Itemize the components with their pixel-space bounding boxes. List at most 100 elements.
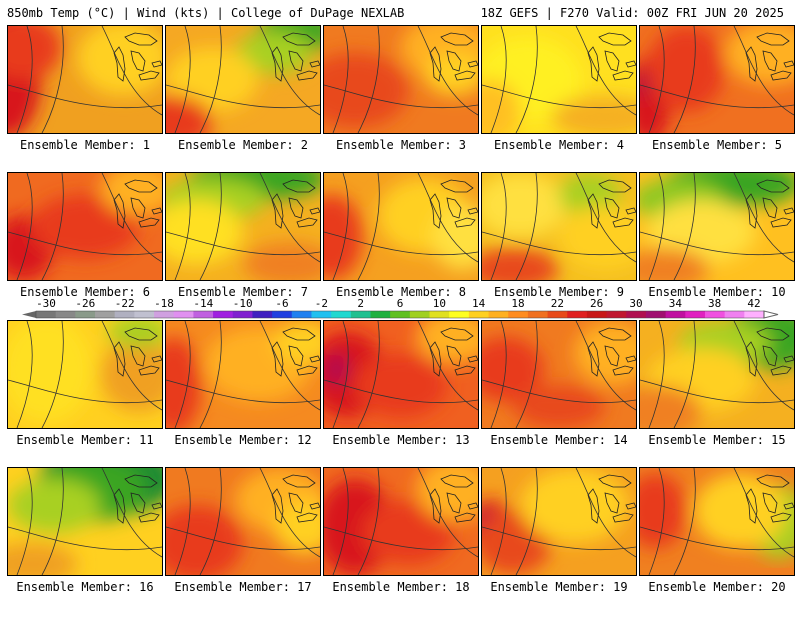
height-contour [101,26,162,116]
height-contour [575,321,636,411]
ensemble-member-label: Ensemble Member: 6 [19,285,151,299]
colorbar-swatch [567,311,588,318]
height-contour [199,173,222,280]
panel-border [481,25,637,134]
colorbar-swatch [154,311,175,318]
height-contour [673,26,696,133]
height-contour [648,26,665,133]
temperature-map [639,467,795,576]
great-lakes-outline [587,327,636,377]
height-contour [259,468,320,558]
height-contour [490,173,507,280]
ensemble-member-panel: Ensemble Member: 11 [7,320,163,477]
panel-border [165,172,321,281]
colorbar-swatch [547,311,568,318]
colorbar-swatch [626,311,647,318]
height-contour [41,173,64,280]
height-contour [673,173,696,280]
colorbar-swatch [114,311,135,318]
height-contour [357,173,380,280]
temperature-region [362,500,455,565]
great-lakes-outline [113,474,162,524]
colorbar-tick-label: 30 [629,297,643,310]
panel-border [481,172,637,281]
height-contour [417,173,478,263]
height-contour [174,468,191,575]
height-contour [199,468,222,575]
ensemble-member-label: Ensemble Member: 8 [335,285,467,299]
ensemble-member-label: Ensemble Member: 7 [177,285,309,299]
colorbar-swatch [95,311,116,318]
great-lakes-outline [429,179,478,229]
temperature-colorbar: -30 -26 -22 -18 -14 -10 -6 -2 2 6 10 14 18 22 26 30 34 38… [10,297,790,321]
ensemble-member-panel: Ensemble Member: 10 [639,172,795,329]
height-contour [490,468,507,575]
colorbar-swatch [586,311,608,318]
panel-border [7,25,163,134]
temperature-region [640,72,651,98]
ensemble-member-label: Ensemble Member: 15 [648,433,786,447]
height-contour [41,26,64,133]
colorbar-tick-label: -6 [275,297,289,310]
colorbar-tick-label: 18 [511,297,525,310]
height-contour [640,84,794,109]
ensemble-member-panel: Ensemble Member: 4 [481,25,637,182]
colorbar-right-arrow [763,310,779,319]
colorbar-swatch [36,311,57,318]
temperature-region [551,95,636,133]
ensemble-member-label: Ensemble Member: 18 [332,580,470,594]
colorbar-swatch [350,311,371,318]
ensemble-member-panel: Ensemble Member: 6 [7,172,163,329]
height-contour [166,231,320,256]
height-contour [259,321,320,411]
height-contour [357,26,380,133]
temperature-map [165,172,321,281]
ensemble-member-label: Ensemble Member: 14 [490,433,628,447]
height-contour [16,468,33,575]
colorbar-swatch [173,311,194,318]
colorbar-left-arrow [22,311,36,318]
ensemble-member-label: Ensemble Member: 17 [174,580,312,594]
great-lakes-outline [745,179,794,229]
temperature-region [166,47,259,112]
ensemble-member-panel: Ensemble Member: 8 [323,172,479,329]
height-contour [490,26,507,133]
height-contour [174,26,191,133]
temperature-region [166,505,243,575]
colorbar-swatch [291,311,312,318]
temperature-region [273,321,320,364]
colorbar-swatch [55,311,76,318]
height-contour [16,26,33,133]
height-contour [332,468,349,575]
colorbar-swatch [606,311,627,318]
height-contour [417,468,478,558]
temperature-map [165,467,321,576]
panel-border [7,467,163,576]
colorbar-tick-label: 22 [550,297,564,310]
great-lakes-outline [271,474,320,524]
great-lakes-outline [745,32,794,82]
great-lakes-outline [587,474,636,524]
temperature-region [512,385,606,428]
height-contour [357,321,380,428]
panel-border [639,172,795,281]
ensemble-member-label: Ensemble Member: 13 [332,433,470,447]
colorbar-swatch [75,311,96,318]
ensemble-member-panel: Ensemble Member: 19 [481,467,637,624]
temperature-map [323,467,479,576]
temperature-region [482,173,567,238]
panel-border [639,320,795,429]
colorbar-swatch [468,311,490,318]
height-contour [648,173,665,280]
colorbar-swatch [331,311,352,318]
height-contour [166,84,320,109]
colorbar-tick-label: 10 [432,297,446,310]
height-contour [640,231,794,256]
great-lakes-outline [113,179,162,229]
ensemble-member-panel: Ensemble Member: 16 [7,467,163,624]
temperature-region [574,321,636,386]
great-lakes-outline [587,32,636,82]
temperature-region [724,26,794,85]
ensemble-member-panel: Ensemble Member: 13 [323,320,479,477]
panel-border [7,320,163,429]
